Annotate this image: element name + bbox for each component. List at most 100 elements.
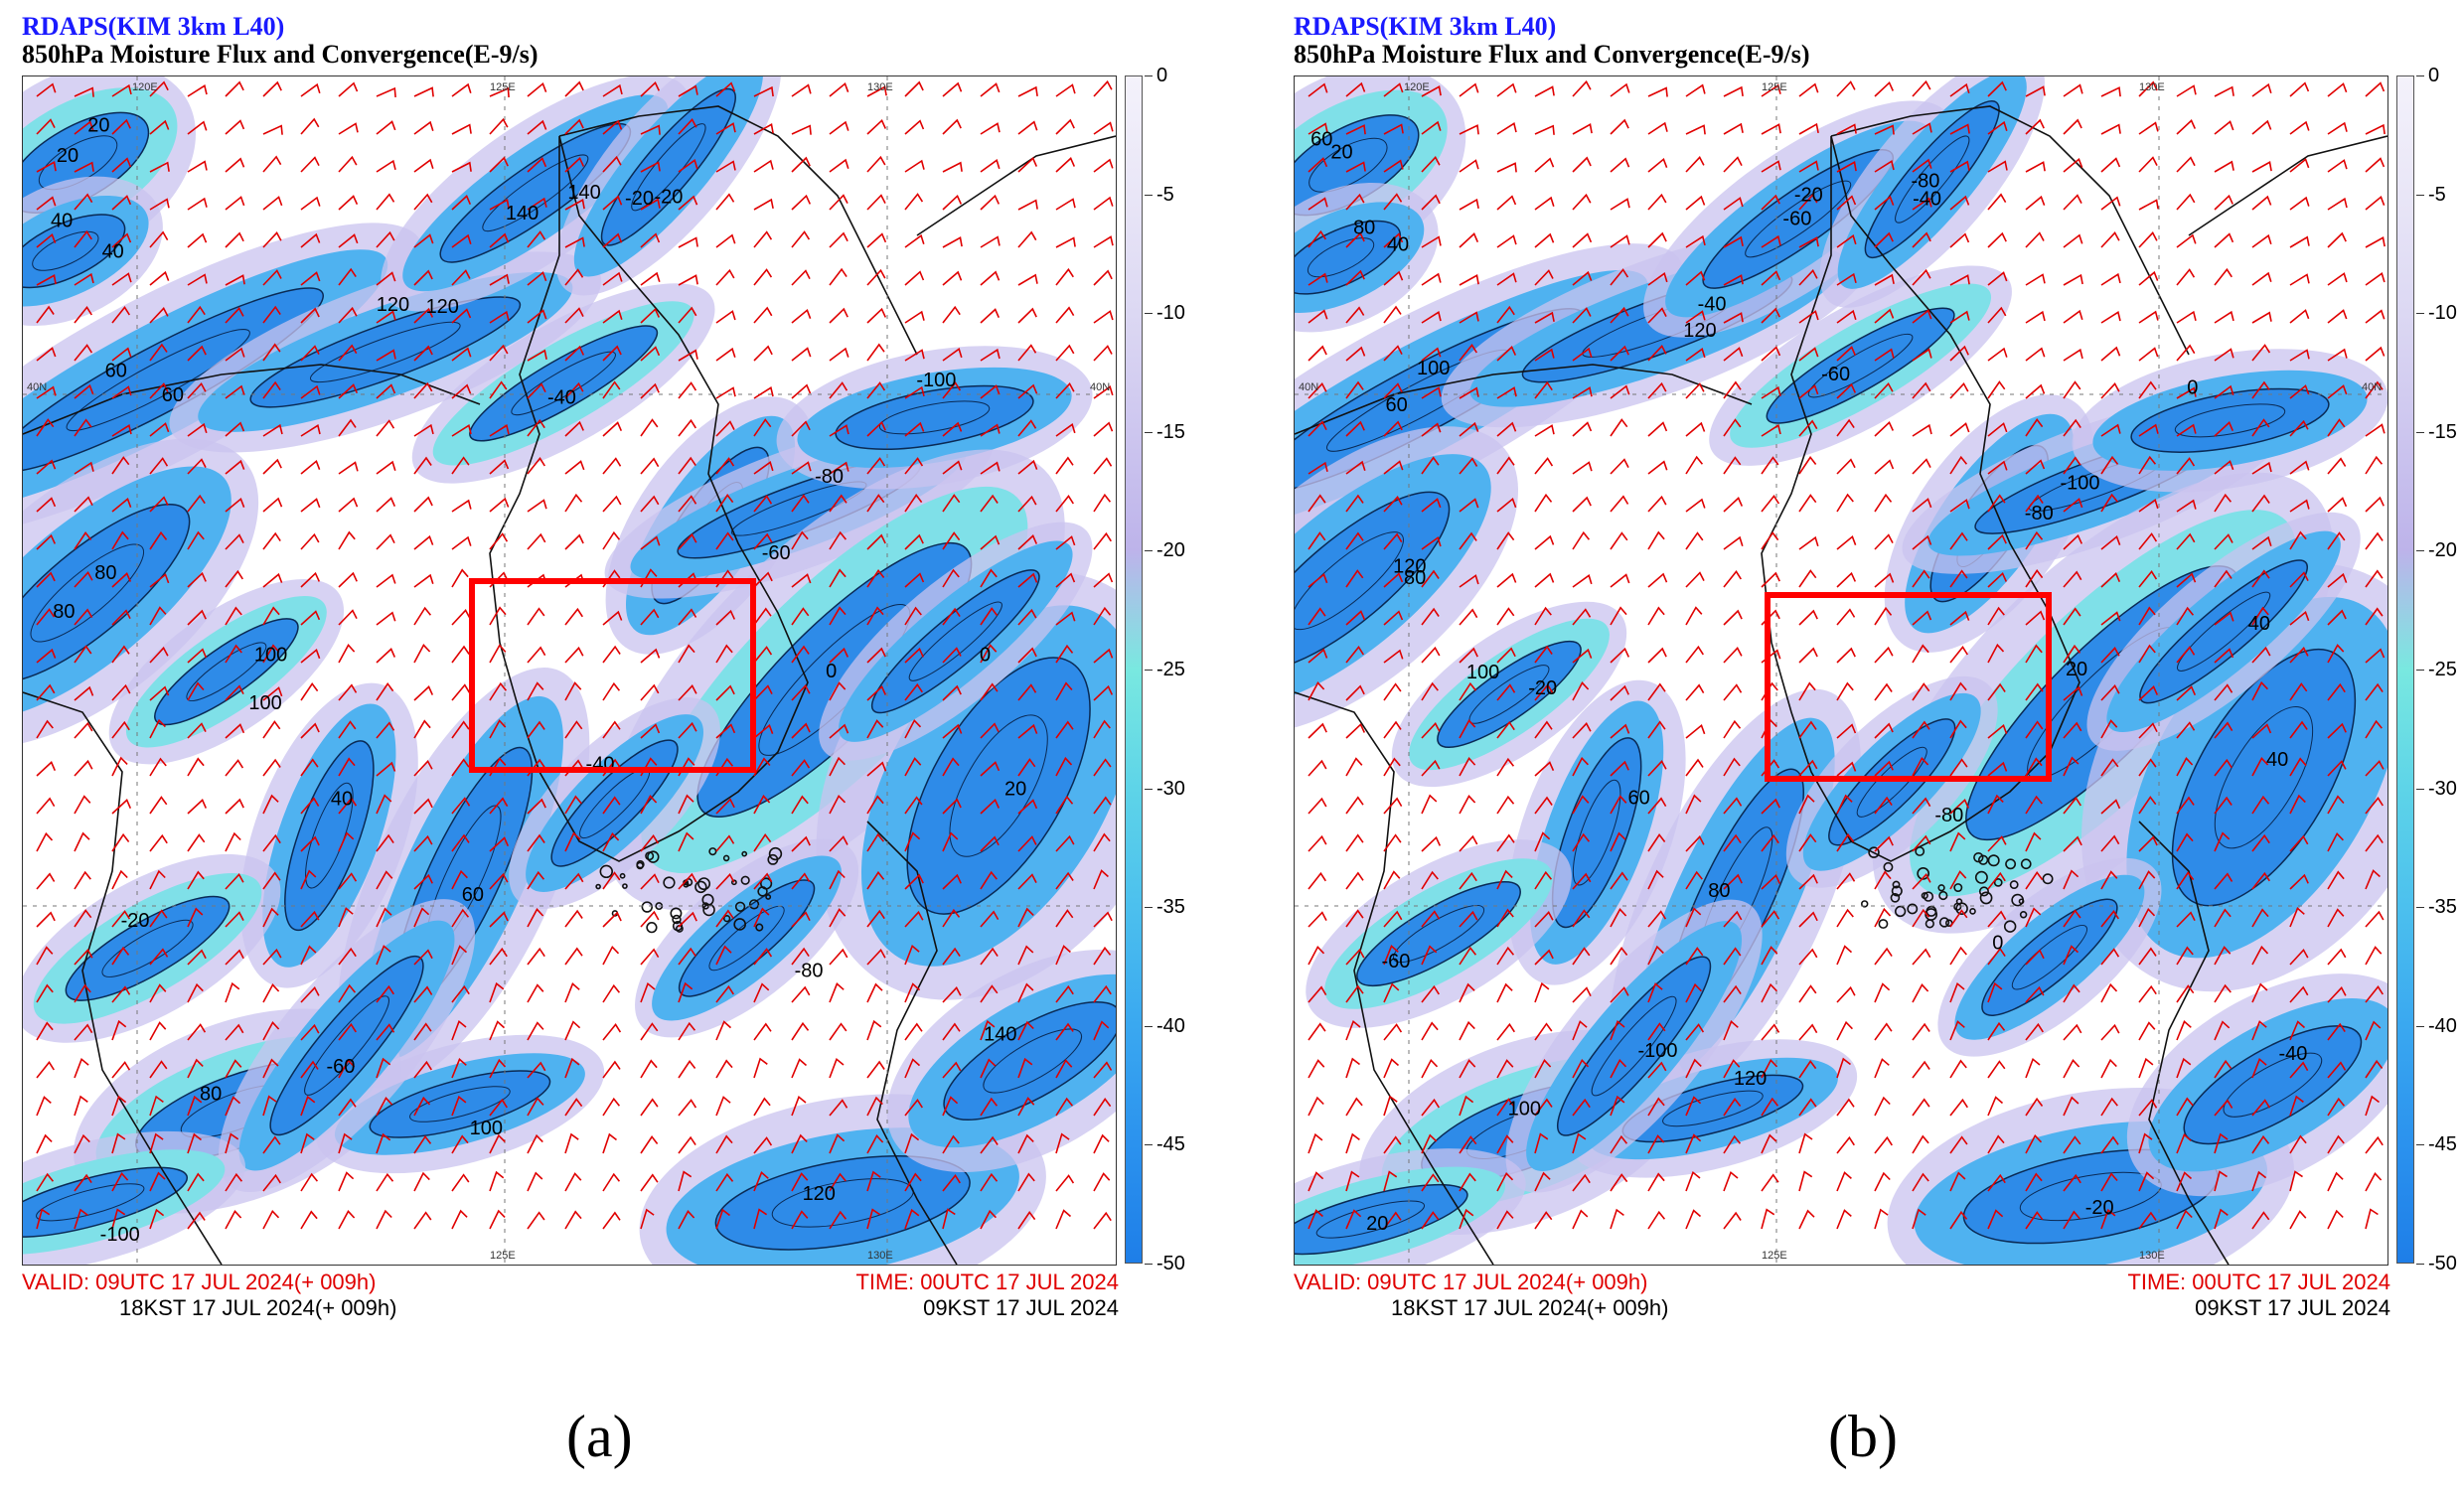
wind-barb: [564, 307, 584, 324]
wind-barb: [527, 418, 545, 437]
wind-barb: [1912, 610, 1932, 626]
wind-barb: [1459, 757, 1476, 777]
wind-barb: [829, 194, 848, 211]
coastline: [23, 691, 223, 1265]
contour-line: [1309, 137, 1388, 193]
island: [1925, 908, 1938, 921]
colorbar-label: -50: [2428, 1253, 2457, 1274]
island: [2003, 920, 2017, 933]
wind-barb: [791, 683, 811, 701]
wind-barb: [413, 834, 433, 852]
wind-barb: [2365, 1059, 2384, 1079]
wind-barb: [1723, 156, 1743, 173]
wind-barb: [187, 681, 205, 701]
wind-barb: [262, 606, 280, 626]
wind-barb: [1836, 761, 1857, 777]
wind-barb: [1723, 85, 1744, 97]
wind-barb: [149, 833, 168, 852]
island: [2009, 880, 2019, 890]
colorbar-tick: [1145, 1264, 1153, 1265]
wind-barb: [1874, 835, 1894, 852]
wind-barb: [2176, 1057, 2192, 1079]
wind-barb: [74, 496, 93, 513]
wind-barb: [715, 494, 734, 513]
wind-barb: [527, 119, 547, 135]
wind-barb: [36, 1208, 51, 1230]
wind-barb: [1685, 907, 1702, 928]
wind-barb: [753, 306, 773, 324]
wind-barb: [2289, 158, 2310, 173]
wind-barb: [1093, 235, 1114, 248]
wind-barb: [942, 531, 961, 550]
wind-barb: [1836, 195, 1857, 211]
island: [1969, 908, 1976, 915]
wind-barb: [2289, 460, 2310, 475]
wind-barb: [2100, 157, 2121, 173]
wind-barb: [1987, 1021, 2006, 1041]
wind-barb: [1383, 460, 1404, 475]
wind-barb: [262, 1209, 280, 1230]
wind-barb: [2327, 572, 2348, 588]
wind-barb: [715, 945, 732, 966]
wind-barb: [829, 723, 849, 739]
wind-barb: [1534, 911, 1554, 928]
wind-barb: [1647, 495, 1667, 513]
contour-label: 40: [2266, 749, 2288, 771]
contour-line: [1393, 905, 1485, 964]
wind-barb: [1345, 569, 1364, 588]
wind-barb: [1912, 381, 1931, 399]
wind-barb: [2214, 721, 2233, 739]
wind-barb: [1836, 161, 1857, 173]
wind-barb: [1093, 421, 1114, 437]
wind-barb: [2063, 869, 2079, 890]
wind-barb: [413, 86, 434, 97]
wind-barb: [980, 607, 999, 626]
wind-barb: [376, 349, 396, 362]
wind-barb: [1345, 161, 1366, 173]
wind-barb: [74, 1133, 90, 1154]
wind-barb: [753, 418, 772, 437]
wind-barb: [1761, 495, 1780, 513]
wind-barb: [74, 86, 94, 97]
wind-barb: [715, 834, 735, 852]
contour-line: [983, 1028, 1083, 1094]
wind-barb: [376, 648, 396, 664]
wind-barb: [980, 194, 1001, 211]
wind-barb: [413, 1022, 432, 1041]
wind-barb: [74, 1023, 93, 1041]
wind-barb: [980, 947, 999, 966]
wind-barb: [1421, 194, 1441, 211]
wind-barb: [2214, 160, 2234, 173]
wind-barb: [602, 155, 622, 173]
wind-barb: [2100, 647, 2120, 664]
wind-barb: [1534, 1098, 1553, 1117]
wind-barb: [2025, 418, 2044, 437]
wind-barb: [2214, 460, 2234, 475]
wind-barb: [602, 1211, 621, 1230]
contour-label: 100: [1508, 1099, 1541, 1121]
wind-barb: [1572, 1020, 1588, 1041]
wind-barb: [2327, 121, 2348, 135]
colorbar-label: -15: [2428, 420, 2457, 443]
convergence-region-strong: [284, 740, 375, 932]
wind-barb: [1496, 122, 1517, 135]
wind-barb: [413, 907, 430, 928]
wind-barb: [1345, 81, 1366, 97]
wind-barb: [1421, 945, 1438, 966]
wind-barb: [2025, 682, 2044, 701]
wind-barb: [829, 424, 849, 437]
wind-barb: [640, 198, 661, 211]
wind-barb: [2289, 81, 2310, 97]
colorbar-tick: [2416, 907, 2424, 909]
wind-barb: [262, 497, 283, 513]
wind-barb: [1017, 1097, 1035, 1117]
wind-barb: [1949, 758, 1968, 777]
wind-barb: [527, 1171, 543, 1192]
wind-barb: [489, 981, 505, 1003]
colorbar-tick: [1145, 907, 1153, 909]
wind-barb: [640, 834, 660, 852]
wind-barb: [2063, 945, 2079, 966]
wind-barb: [2100, 534, 2121, 550]
colorbar-tick: [2416, 1144, 2424, 1146]
wind-barb: [1017, 1133, 1034, 1154]
